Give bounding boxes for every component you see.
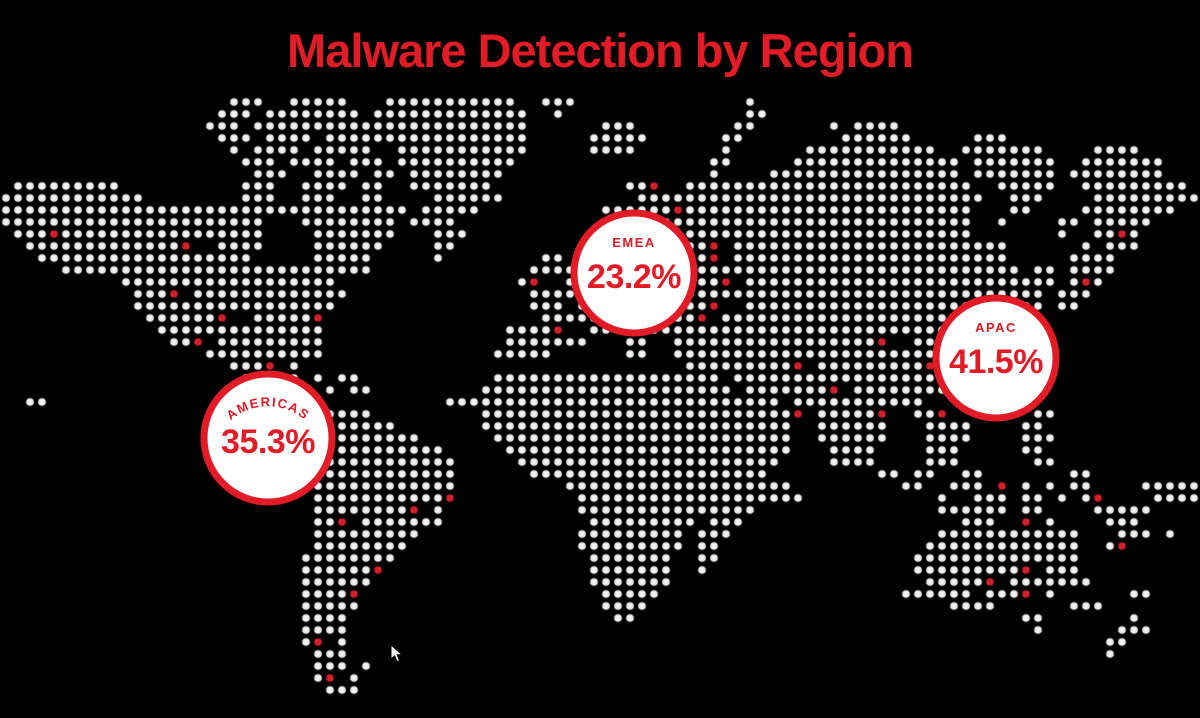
emea-circle [570, 209, 698, 337]
emea-value: 23.2% [587, 258, 681, 296]
emea-label: EMEA [612, 235, 656, 250]
region-callout-americas: AMERICAS 35.3% [200, 370, 336, 506]
apac-value: 41.5% [949, 343, 1043, 381]
americas-circle [200, 370, 336, 506]
apac-circle [932, 294, 1060, 422]
region-callout-apac: APAC 41.5% [932, 294, 1060, 422]
americas-value: 35.3% [221, 423, 315, 461]
mouse-cursor [390, 644, 404, 663]
apac-label: APAC [975, 320, 1017, 335]
region-callout-emea: EMEA 23.2% [570, 209, 698, 337]
page-title: Malware Detection by Region [287, 24, 914, 77]
